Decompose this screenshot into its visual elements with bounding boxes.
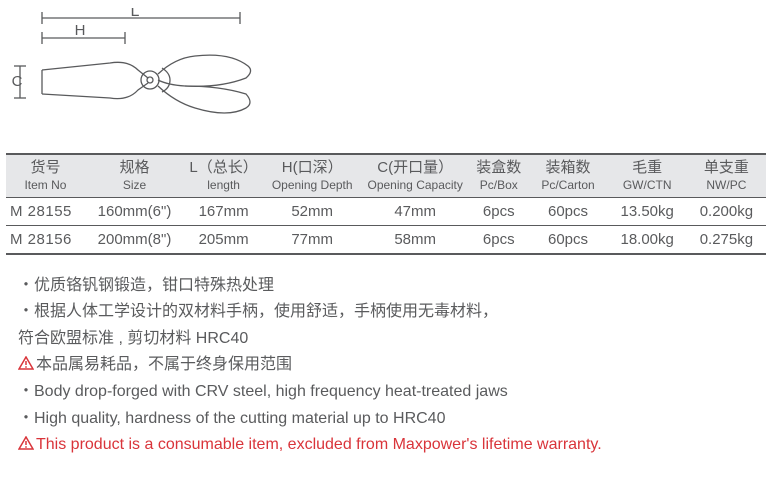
table-header-row: 货号Item No规格SizeL（总长）lengthH(口深）Opening D… xyxy=(6,154,766,197)
cell-C: 58mm xyxy=(361,225,469,254)
label-H: H xyxy=(75,22,86,39)
note-line: ・根据人体工学设计的双材料手柄，使用舒适，手柄使用无毒材料， xyxy=(18,299,781,325)
col-header-cn: 装箱数 xyxy=(530,159,605,178)
note-line: 符合欧盟标准 , 剪切材料 HRC40 xyxy=(18,326,781,352)
cell-pcbox: 6pcs xyxy=(469,197,528,225)
col-header-en: Opening Depth xyxy=(265,178,359,193)
note-text: ・High quality, hardness of the cutting m… xyxy=(18,410,445,427)
col-header-2: L（总长）length xyxy=(184,154,263,197)
pliers-svg: L H C xyxy=(10,8,270,138)
col-header-6: 装箱数Pc/Carton xyxy=(528,154,607,197)
col-header-en: GW/CTN xyxy=(610,178,685,193)
cell-itemno: M 28156 xyxy=(6,225,85,254)
cell-pccarton: 60pcs xyxy=(528,225,607,254)
note-text: ・根据人体工学设计的双材料手柄，使用舒适，手柄使用无毒材料， xyxy=(18,303,498,320)
cell-H: 77mm xyxy=(263,225,361,254)
col-header-cn: 规格 xyxy=(87,159,182,178)
cell-itemno: M 28155 xyxy=(6,197,85,225)
cell-L: 167mm xyxy=(184,197,263,225)
table-row: M 28156200mm(8")205mm77mm58mm6pcs60pcs18… xyxy=(6,225,766,254)
table-row: M 28155160mm(6")167mm52mm47mm6pcs60pcs13… xyxy=(6,197,766,225)
col-header-cn: 单支重 xyxy=(689,159,764,178)
spec-table: 货号Item No规格SizeL（总长）lengthH(口深）Opening D… xyxy=(6,153,766,255)
cell-nw: 0.200kg xyxy=(687,197,766,225)
col-header-en: Pc/Box xyxy=(471,178,526,193)
cell-nw: 0.275kg xyxy=(687,225,766,254)
col-header-en: NW/PC xyxy=(689,178,764,193)
label-L: L xyxy=(131,8,140,20)
cell-pccarton: 60pcs xyxy=(528,197,607,225)
col-header-cn: 装盒数 xyxy=(471,159,526,178)
note-line: 本品属易耗品，不属于终身保用范围 xyxy=(18,352,781,379)
col-header-en: Pc/Carton xyxy=(530,178,605,193)
col-header-cn: 毛重 xyxy=(610,159,685,178)
warning-icon xyxy=(18,353,34,379)
note-line: This product is a consumable item, exclu… xyxy=(18,432,781,459)
col-header-cn: C(开口量） xyxy=(363,159,467,178)
warning-icon xyxy=(18,433,34,459)
col-header-7: 毛重GW/CTN xyxy=(608,154,687,197)
note-line: ・优质铬钒钢锻造，钳口特殊热处理 xyxy=(18,273,781,299)
col-header-en: length xyxy=(186,178,261,193)
col-header-en: Item No xyxy=(8,178,83,193)
col-header-cn: H(口深） xyxy=(265,159,359,178)
cell-gw: 13.50kg xyxy=(608,197,687,225)
note-text: 本品属易耗品，不属于终身保用范围 xyxy=(36,356,292,373)
dimension-diagram: L H C xyxy=(0,0,781,153)
cell-C: 47mm xyxy=(361,197,469,225)
table-body: M 28155160mm(6")167mm52mm47mm6pcs60pcs13… xyxy=(6,197,766,254)
cell-size: 200mm(8") xyxy=(85,225,184,254)
col-header-0: 货号Item No xyxy=(6,154,85,197)
col-header-8: 单支重NW/PC xyxy=(687,154,766,197)
cell-gw: 18.00kg xyxy=(608,225,687,254)
cell-size: 160mm(6") xyxy=(85,197,184,225)
col-header-5: 装盒数Pc/Box xyxy=(469,154,528,197)
col-header-cn: 货号 xyxy=(8,159,83,178)
note-line: ・Body drop-forged with CRV steel, high f… xyxy=(18,379,781,405)
note-text: This product is a consumable item, exclu… xyxy=(36,436,602,453)
notes-block: ・优质铬钒钢锻造，钳口特殊热处理・根据人体工学设计的双材料手柄，使用舒适，手柄使… xyxy=(18,273,781,460)
col-header-cn: L（总长） xyxy=(186,159,261,178)
note-line: ・High quality, hardness of the cutting m… xyxy=(18,406,781,432)
note-text: ・Body drop-forged with CRV steel, high f… xyxy=(18,383,508,400)
cell-L: 205mm xyxy=(184,225,263,254)
note-text: ・优质铬钒钢锻造，钳口特殊热处理 xyxy=(18,277,274,294)
cell-pcbox: 6pcs xyxy=(469,225,528,254)
label-C: C xyxy=(12,73,23,90)
cell-H: 52mm xyxy=(263,197,361,225)
note-text: 符合欧盟标准 , 剪切材料 HRC40 xyxy=(18,330,248,347)
col-header-3: H(口深）Opening Depth xyxy=(263,154,361,197)
col-header-1: 规格Size xyxy=(85,154,184,197)
col-header-en: Opening Capacity xyxy=(363,178,467,193)
col-header-4: C(开口量）Opening Capacity xyxy=(361,154,469,197)
col-header-en: Size xyxy=(87,178,182,193)
